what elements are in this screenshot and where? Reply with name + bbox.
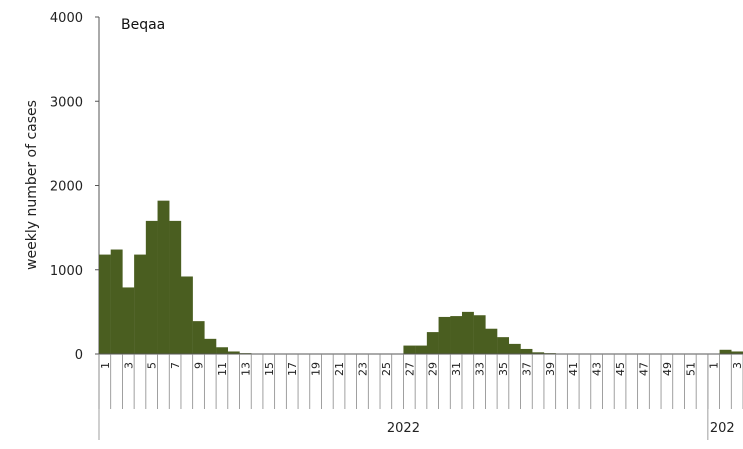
x-tick-label: 21 <box>333 362 346 376</box>
x-tick-label: 3 <box>731 362 743 369</box>
bar <box>227 351 240 354</box>
x-tick-label: 47 <box>637 362 650 376</box>
bar <box>110 249 123 354</box>
x-tick-label: 13 <box>239 362 252 376</box>
x-tick-label: 45 <box>614 362 627 376</box>
bar <box>532 352 545 354</box>
year-label: 2022 <box>387 421 420 436</box>
bar <box>403 345 416 354</box>
bar <box>450 316 463 354</box>
bar <box>192 321 205 354</box>
bar <box>438 316 451 354</box>
bar <box>719 349 732 354</box>
y-tick-label: 2000 <box>50 180 83 195</box>
y-axis-title: weekly number of cases <box>24 100 40 270</box>
x-tick-label: 25 <box>380 362 393 376</box>
x-tick-label: 35 <box>497 362 510 376</box>
bar <box>508 343 521 354</box>
x-tick-label: 39 <box>544 362 557 376</box>
x-tick-label: 9 <box>193 362 206 369</box>
x-tick-label: 11 <box>216 362 229 376</box>
bar <box>497 337 510 354</box>
x-tick-label: 19 <box>310 362 323 376</box>
x-tick-label: 3 <box>122 362 135 369</box>
bar <box>134 254 147 354</box>
bar <box>180 276 193 354</box>
bar <box>461 311 474 354</box>
x-tick-label: 43 <box>591 362 604 376</box>
x-axis: 1 3 5 7 9 11 13 15 17 19 21 23 25 27 29 31 33 35 37 39 41 43 4… <box>98 353 743 440</box>
bar <box>485 328 498 354</box>
x-tick-label: 49 <box>661 362 674 376</box>
year-label: 202 <box>710 421 735 436</box>
bar <box>145 220 158 354</box>
x-tick-label: 23 <box>356 362 369 376</box>
bars-group <box>99 200 743 354</box>
bar <box>157 200 170 354</box>
y-tick-label: 4000 <box>50 11 83 26</box>
x-tick-label: 31 <box>450 362 463 376</box>
y-tick-label: 1000 <box>50 264 83 279</box>
x-tick-label: 5 <box>146 362 159 369</box>
y-tick-label: 3000 <box>50 95 83 110</box>
bar <box>216 347 228 354</box>
x-tick-label: 17 <box>286 362 299 376</box>
y-axis: 0 1000 2000 3000 4000 <box>50 11 100 363</box>
year-labels: 2022 202 <box>387 421 735 436</box>
bar <box>169 220 182 354</box>
bar <box>122 287 135 354</box>
bar <box>204 338 217 354</box>
bar <box>520 348 533 354</box>
bar <box>99 254 111 354</box>
bar <box>415 345 428 354</box>
chart-title: Beqaa <box>121 17 165 33</box>
bar <box>473 315 486 354</box>
x-tick-label: 15 <box>263 362 276 376</box>
x-tick-label: 41 <box>567 362 580 376</box>
x-tick-label: 1 <box>708 362 721 369</box>
x-tick-label: 27 <box>403 362 416 376</box>
bar <box>731 351 743 354</box>
x-tick-label: 7 <box>169 362 182 369</box>
x-tick-label: 51 <box>684 362 697 376</box>
x-tick-label: 33 <box>474 362 487 376</box>
y-tick-label: 0 <box>75 348 83 363</box>
x-tick-label: 1 <box>99 362 112 369</box>
x-tick-label: 37 <box>520 362 533 376</box>
x-tick-label: 29 <box>427 362 440 376</box>
bar <box>426 332 439 354</box>
